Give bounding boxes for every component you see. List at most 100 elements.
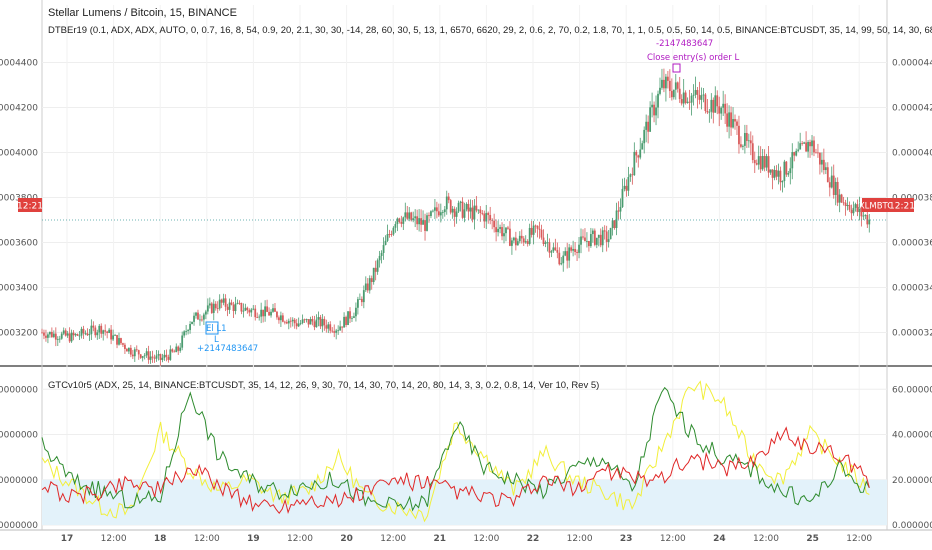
candle-body [509,228,511,246]
candle-body [668,80,671,91]
candle-body [220,299,223,303]
candle-body [724,103,727,114]
candle-body [353,316,355,318]
time-tick-label: 19 [247,534,260,544]
candle-body [781,180,784,183]
candle-body [283,321,286,323]
candle-body [477,209,480,211]
candle-body [595,237,598,245]
candle-body [852,207,855,214]
osc-line-yellow [41,380,870,523]
candle-body [347,311,349,326]
candle-body [246,307,249,311]
candle-body [41,332,43,334]
candle-body [805,142,807,152]
candle-body [404,212,407,218]
candle-body [572,248,575,251]
candle-body [505,227,507,234]
candle-body [428,215,430,217]
candle-body [303,319,306,321]
candle-body [422,220,424,225]
candle-body [732,119,734,128]
symbol-title[interactable]: Stellar Lumens / Bitcoin, 15, BINANCE [48,7,237,19]
candle-body [114,335,116,336]
candle-body [155,355,158,359]
candle-body [370,278,373,282]
candle-body [483,213,486,222]
candle-body [546,242,549,244]
time-tick-label: 22 [527,534,540,544]
candle-body [333,331,336,333]
time-tick-label: 12:00 [846,534,872,544]
candle-body [171,349,174,352]
candle-body [696,90,699,95]
candle-body [710,99,713,112]
candle-body [66,333,69,336]
candle-body [274,308,276,312]
candle-body [659,87,661,94]
candle-body [106,331,109,333]
candle-body [206,305,209,312]
candle-body [578,244,580,253]
candle-body [499,227,501,229]
candle-body [615,210,618,228]
candle-body [276,311,278,318]
candle-body [139,354,142,358]
candle-body [649,107,652,132]
candle-body [759,156,762,170]
candle-body [728,112,730,127]
candle-body [702,94,705,96]
candle-body [315,319,318,328]
time-axis[interactable]: 17 12:00 18 12:00 19 12:00 20 12:00 21 12:00 22 12:… [61,534,873,544]
candle-body [441,212,444,213]
candle-body [76,334,79,336]
candle-body [767,156,770,173]
svg-text:12:21: 12:21 [889,202,915,212]
candle-body [495,227,498,233]
candle-body [706,111,709,113]
candle-body [826,167,829,183]
candle-body [386,234,389,241]
candle-body [420,218,422,225]
candle-body [789,168,792,174]
candle-body [690,95,693,103]
candle-body [60,333,63,339]
candle-body [718,106,721,114]
study-oscillator-legend[interactable]: GTCv10r5 (ADX, 25, 14, BINANCE:BTCUSDT, … [48,380,599,391]
candle-body [651,104,653,108]
candle-body [313,321,316,328]
candle-body [674,82,677,90]
candle-body [544,242,547,244]
left-time-tag: 12:21 [17,198,43,212]
candle-body [807,141,809,152]
candle-body [481,213,484,214]
candle-body [621,188,624,207]
candle-body [520,235,523,239]
price-tick-label-left: 0.00003600 [0,239,38,249]
candle-body [216,308,219,310]
candle-body [836,181,839,203]
candle-body [122,343,124,345]
candle-body [601,230,604,246]
candle-body [609,228,612,240]
candle-body [455,211,458,217]
candle-body [54,333,57,340]
study-main-legend[interactable]: DTBEr19 (0.1, ADX, ADX, AUTO, 0, 0.7, 16… [48,25,932,36]
candle-body [528,227,531,244]
candle-body [311,319,314,322]
candle-body [607,239,610,242]
candle-body [244,307,247,311]
candle-body [532,225,535,235]
candle-body [48,331,51,335]
time-tick-label: 12:00 [753,534,779,544]
candle-body [264,306,267,317]
candle-body [305,319,308,320]
candle-body [467,203,470,212]
candle-body [560,263,563,265]
candle-body [378,255,381,261]
candle-body [151,356,154,358]
candle-body [268,311,270,316]
candle-body [672,89,675,98]
